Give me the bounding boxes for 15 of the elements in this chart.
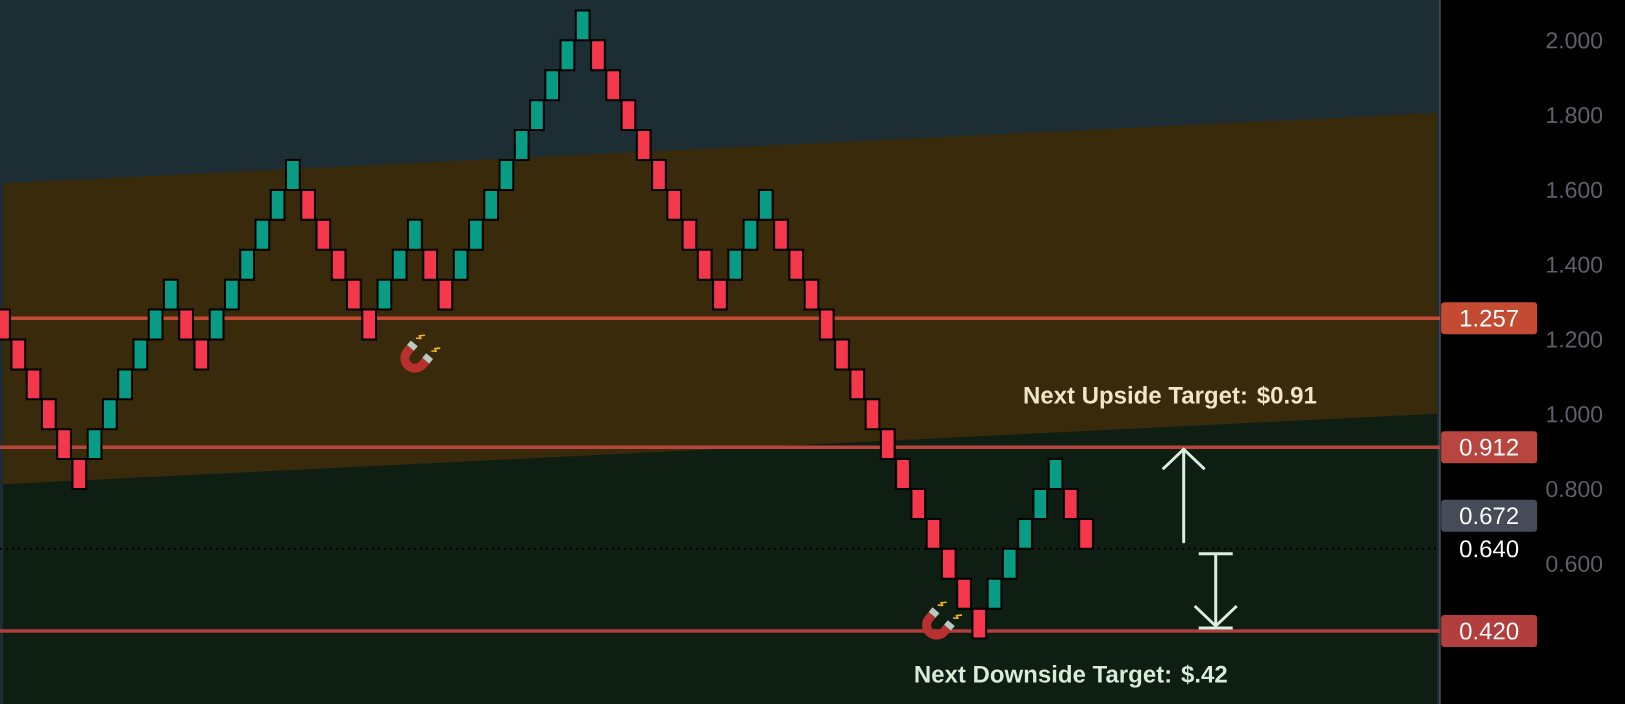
ref-line-label: 0.640	[1460, 540, 1519, 558]
y-tick-label: 0.600	[1546, 555, 1603, 572]
annotation: Next Downside Target: $.42	[915, 664, 1227, 688]
y-tick-label: 1.600	[1547, 181, 1603, 199]
y-tick-label: 1.800	[1547, 107, 1603, 124]
annotation: Next Upside Target: $0.91	[1024, 385, 1317, 409]
text: 0.672	[1460, 507, 1518, 525]
y-tick-label: 1.000	[1547, 406, 1603, 423]
y-tick-label: 1.200	[1547, 331, 1603, 348]
ref-line-label: 0.420	[1460, 622, 1519, 640]
ref-line-label: 1.257	[1460, 309, 1518, 327]
y-tick-label: 2.000	[1546, 32, 1603, 49]
y-tick-label: 1.400	[1547, 256, 1603, 273]
y-tick-label: 0.800	[1546, 480, 1603, 498]
ref-line-label: 0.912	[1460, 438, 1518, 456]
